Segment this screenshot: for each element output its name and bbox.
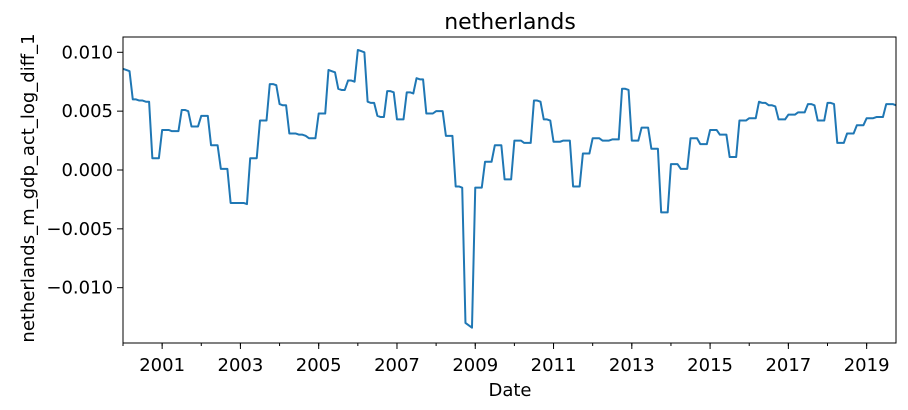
y-tick-label: 0.005 — [61, 101, 113, 122]
chart-title: netherlands — [444, 10, 576, 35]
x-tick-label: 2019 — [844, 355, 890, 376]
y-tick-label: 0.010 — [61, 42, 113, 63]
x-axis-label: Date — [488, 380, 531, 401]
x-tick-label: 2015 — [687, 355, 733, 376]
y-axis-label: netherlands_m_gdp_act_log_diff_1 — [18, 33, 39, 342]
x-tick-label: 2009 — [452, 355, 498, 376]
y-tick-label: 0.000 — [61, 160, 113, 181]
y-tick-label: −0.010 — [46, 278, 113, 299]
y-tick-label: −0.005 — [46, 219, 113, 240]
plot-area: −0.010 −0.005 0.000 0.005 0.010 2001 2003 2005 2… — [46, 36, 897, 376]
x-tick-label: 2013 — [609, 355, 655, 376]
x-tick-label: 2011 — [531, 355, 577, 376]
x-tick-label: 2017 — [765, 355, 811, 376]
x-tick-label: 2003 — [218, 355, 264, 376]
x-tick-label: 2005 — [296, 355, 342, 376]
x-tick-label: 2001 — [139, 355, 185, 376]
series-line — [122, 48, 897, 329]
x-tick-label: 2007 — [374, 355, 420, 376]
axes-frame — [122, 36, 897, 344]
